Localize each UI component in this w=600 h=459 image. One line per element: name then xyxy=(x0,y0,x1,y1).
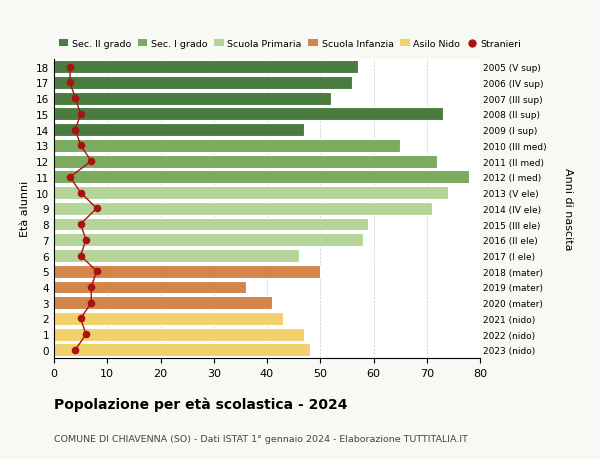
Point xyxy=(65,174,75,181)
Bar xyxy=(54,328,304,341)
Legend: Sec. II grado, Sec. I grado, Scuola Primaria, Scuola Infanzia, Asilo Nido, Stran: Sec. II grado, Sec. I grado, Scuola Prim… xyxy=(59,40,521,49)
Bar xyxy=(54,61,358,74)
Bar xyxy=(54,77,352,90)
Point xyxy=(65,79,75,87)
Bar xyxy=(54,108,443,121)
Point xyxy=(81,331,91,338)
Point xyxy=(71,95,80,103)
Bar xyxy=(54,218,368,231)
Bar xyxy=(54,344,310,357)
Bar xyxy=(54,281,246,294)
Point xyxy=(71,127,80,134)
Bar xyxy=(54,140,400,152)
Y-axis label: Età alunni: Età alunni xyxy=(20,181,31,237)
Point xyxy=(76,111,85,118)
Point xyxy=(76,190,85,197)
Text: Popolazione per età scolastica - 2024: Popolazione per età scolastica - 2024 xyxy=(54,397,347,412)
Bar xyxy=(54,250,299,263)
Point xyxy=(76,221,85,228)
Bar xyxy=(54,155,437,168)
Point xyxy=(76,252,85,260)
Point xyxy=(86,299,96,307)
Bar xyxy=(54,312,283,325)
Text: COMUNE DI CHIAVENNA (SO) - Dati ISTAT 1° gennaio 2024 - Elaborazione TUTTITALIA.: COMUNE DI CHIAVENNA (SO) - Dati ISTAT 1°… xyxy=(54,434,468,442)
Point xyxy=(65,64,75,71)
Bar xyxy=(54,187,448,200)
Y-axis label: Anni di nascita: Anni di nascita xyxy=(563,168,573,250)
Bar xyxy=(54,124,304,137)
Point xyxy=(86,284,96,291)
Bar xyxy=(54,265,320,278)
Point xyxy=(92,205,101,213)
Point xyxy=(92,268,101,275)
Point xyxy=(76,142,85,150)
Bar xyxy=(54,202,432,215)
Point xyxy=(86,158,96,165)
Bar xyxy=(54,93,331,106)
Point xyxy=(71,347,80,354)
Bar xyxy=(54,234,363,246)
Point xyxy=(76,315,85,322)
Bar xyxy=(54,297,272,309)
Bar xyxy=(54,171,469,184)
Point xyxy=(81,236,91,244)
